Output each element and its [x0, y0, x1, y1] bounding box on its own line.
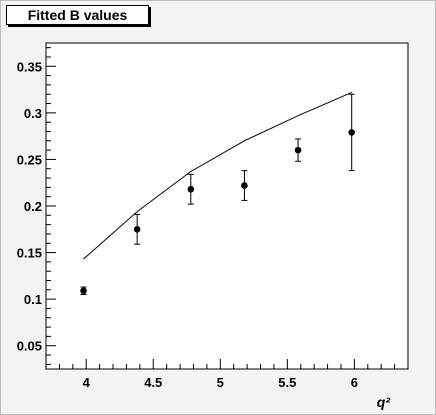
data-point	[133, 225, 141, 233]
y-tick-label: 0.1	[24, 292, 42, 307]
x-tick-label: 5	[217, 375, 224, 390]
chart-title: Fitted B values	[6, 5, 149, 25]
y-axis: 0.05 0.1 0.15 0.2 0.25 0.3 0.35	[17, 47, 56, 365]
data-point	[80, 287, 87, 295]
y-tick-label: 0.35	[17, 59, 42, 74]
data-point	[294, 146, 302, 154]
x-tick-label: 4	[83, 375, 91, 390]
data-points-series	[80, 93, 355, 295]
x-tick-label: 5.5	[278, 375, 296, 390]
data-point	[348, 129, 355, 136]
data-point	[241, 182, 248, 189]
x-tick-label: 4.5	[144, 375, 162, 390]
x-tick-label: 6	[351, 375, 358, 390]
y-tick-label: 0.15	[17, 246, 42, 261]
fit-line	[83, 91, 352, 260]
y-tick-label: 0.3	[24, 106, 42, 121]
y-tick-label: 0.25	[17, 152, 42, 167]
data-point	[187, 185, 195, 193]
fit-line-series	[83, 91, 352, 260]
x-axis: 4 4.5 5 5.5 6	[45, 359, 409, 390]
y-tick-label: 0.05	[17, 339, 42, 354]
plot-area	[45, 42, 409, 370]
y-tick-label: 0.2	[24, 199, 42, 214]
x-axis-label: q²	[377, 394, 391, 410]
